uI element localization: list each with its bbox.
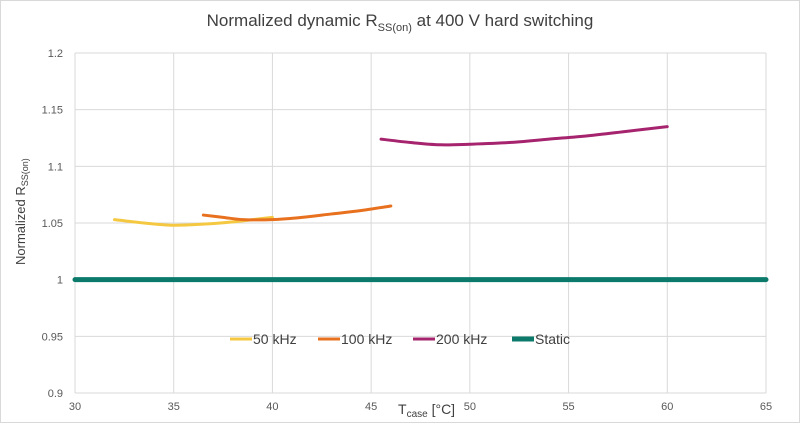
y-tick-label: 0.95	[42, 331, 63, 343]
x-tick-label: 55	[562, 401, 574, 413]
legend-label-50-khz: 50 kHz	[253, 331, 297, 347]
x-tick-label: 65	[760, 401, 772, 413]
x-tick-label: 50	[464, 401, 476, 413]
x-tick-label: 30	[69, 401, 81, 413]
x-tick-label: 45	[365, 401, 377, 413]
y-tick-label: 0.9	[48, 388, 63, 400]
y-axis-label: Normalized RSS(on)	[13, 158, 30, 265]
series-line-100-khz	[201, 204, 393, 222]
y-tick-label: 1.2	[48, 48, 63, 60]
chart-title: Normalized dynamic RSS(on) at 400 V hard…	[207, 11, 594, 34]
y-tick-label: 1	[57, 275, 63, 287]
x-axis-label: Tcase [°C]	[398, 401, 455, 420]
y-tick-label: 1.15	[42, 105, 63, 117]
legend-label-100-khz: 100 kHz	[341, 331, 392, 347]
legend-label-200-khz: 200 kHz	[436, 331, 487, 347]
y-tick-label: 1.1	[48, 161, 63, 173]
legend-label-static: Static	[535, 331, 570, 347]
x-tick-label: 35	[168, 401, 180, 413]
x-tick-label: 60	[661, 401, 673, 413]
x-tick-label: 40	[266, 401, 278, 413]
y-tick-label: 1.05	[42, 218, 63, 230]
series-line-200-khz	[379, 125, 669, 147]
